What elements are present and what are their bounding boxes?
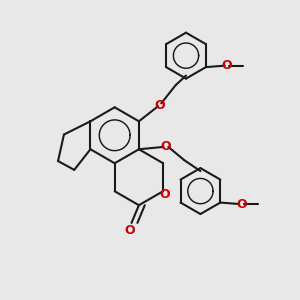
Text: O: O — [125, 224, 135, 237]
Text: O: O — [222, 59, 232, 72]
Text: O: O — [154, 99, 165, 112]
Text: O: O — [159, 188, 170, 201]
Text: O: O — [236, 197, 247, 211]
Text: O: O — [161, 140, 171, 153]
